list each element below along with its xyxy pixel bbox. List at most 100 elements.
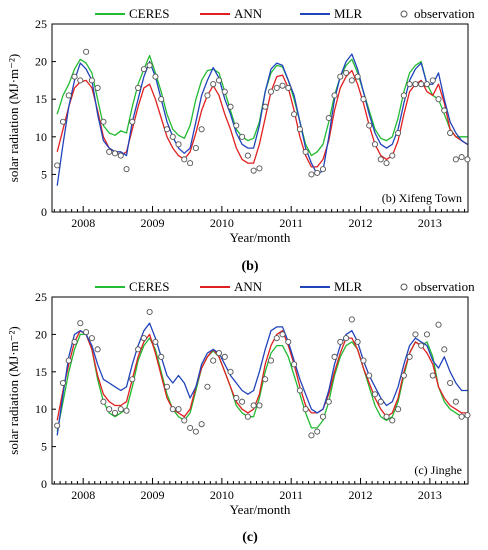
legend-label-ceres: CERES	[129, 279, 169, 294]
observation-point	[267, 357, 275, 364]
y-axis-title: solar radiation (MJ·m⁻²)	[6, 54, 21, 182]
legend-label-ceres: CERES	[129, 6, 169, 21]
observation-point	[348, 77, 355, 84]
observation-point	[233, 394, 240, 402]
observation-point	[65, 92, 72, 99]
observation-point	[106, 406, 113, 413]
observation-point	[65, 357, 72, 364]
y-tick-label: 10	[35, 402, 47, 416]
observation-point	[256, 402, 263, 409]
observation-point	[135, 346, 142, 353]
observation-point	[88, 77, 95, 84]
observation-point	[106, 148, 113, 155]
observation-point	[158, 353, 165, 360]
observation-point	[221, 353, 228, 360]
observation-point	[54, 162, 61, 169]
observation-point	[244, 413, 251, 420]
observation-point	[111, 150, 119, 157]
y-tick-label: 5	[41, 167, 47, 181]
panel-caption-b: (b)	[241, 259, 258, 274]
observation-point	[458, 413, 465, 420]
observation-point	[204, 92, 211, 99]
observation-point	[389, 152, 396, 159]
observation-point	[360, 357, 367, 364]
observation-point	[187, 424, 194, 431]
observation-point	[267, 88, 275, 95]
y-tick-label: 25	[35, 17, 47, 31]
observation-point	[343, 335, 350, 342]
y-tick-label: 20	[35, 327, 47, 341]
observation-point	[296, 387, 303, 394]
x-tick-label: 2012	[349, 216, 373, 230]
observation-point	[181, 156, 188, 163]
observation-point	[204, 383, 211, 390]
observation-point	[308, 171, 315, 178]
observation-point	[221, 88, 228, 95]
observation-point	[447, 129, 454, 137]
observation-point	[464, 156, 471, 163]
observation-point	[215, 77, 223, 84]
series-mlr-line	[56, 53, 468, 186]
observation-point	[395, 406, 402, 413]
observation-point	[83, 48, 90, 55]
observation-point	[83, 329, 90, 336]
x-tick-label: 2013	[418, 216, 442, 230]
observation-point	[210, 81, 217, 88]
observation-point	[94, 84, 101, 91]
series-mlr-line	[56, 322, 468, 436]
observation-point	[77, 320, 84, 327]
x-tick-label: 2008	[71, 488, 95, 502]
observation-point	[135, 84, 142, 91]
observation-point	[262, 376, 269, 383]
chart-panel-xifeng: 0 5 10 15 20 25 2008 2009 2010 2011 2012 2013 Year/m…	[6, 6, 475, 245]
y-tick-label: 15	[35, 92, 47, 106]
observation-point	[291, 361, 298, 368]
station-label: (b) Xifeng Town	[382, 191, 462, 205]
observation-point	[169, 406, 176, 413]
observation-point	[227, 103, 234, 110]
observation-point	[146, 308, 153, 316]
observation-point	[366, 122, 373, 129]
observation-point	[319, 166, 327, 173]
y-tick-label: 0	[41, 477, 47, 491]
legend-label-ann: ANN	[234, 6, 263, 21]
x-axis-title: Year/month	[230, 502, 291, 517]
observation-point	[88, 335, 95, 342]
observation-point	[285, 338, 292, 345]
observation-point	[412, 81, 419, 88]
observation-point	[233, 122, 240, 129]
observation-point	[366, 372, 373, 379]
legend-label-mlr: MLR	[334, 279, 363, 294]
observation-point	[395, 129, 402, 137]
observation-point	[458, 154, 465, 161]
observation-point	[423, 81, 431, 88]
observation-point	[452, 156, 459, 163]
observation-point	[348, 316, 355, 323]
x-tick-label: 2010	[210, 216, 234, 230]
observation-point	[337, 73, 344, 80]
panel-caption-c: (c)	[242, 530, 258, 545]
series-ann-line	[56, 69, 468, 168]
observation-point	[435, 96, 442, 103]
legend-swatch-obs	[400, 10, 408, 18]
series-ceres-line	[56, 333, 468, 432]
observation-point	[175, 141, 182, 148]
observation-point	[383, 413, 390, 420]
observation-point	[464, 412, 471, 419]
observation-point	[146, 62, 153, 69]
observation-point	[337, 338, 344, 345]
y-tick-label: 10	[35, 130, 47, 144]
observation-point	[152, 73, 159, 80]
observation-point	[371, 141, 379, 148]
observation-point	[447, 379, 454, 387]
observation-point	[360, 96, 367, 103]
observation-point	[215, 350, 223, 357]
observation-point	[371, 391, 379, 398]
x-axis-title: Year/month	[230, 230, 291, 245]
plot-frame	[51, 296, 469, 485]
observation-point	[291, 111, 298, 118]
x-tick-label: 2008	[71, 216, 95, 230]
x-tick-label: 2009	[141, 488, 165, 502]
observation-point	[429, 372, 436, 379]
